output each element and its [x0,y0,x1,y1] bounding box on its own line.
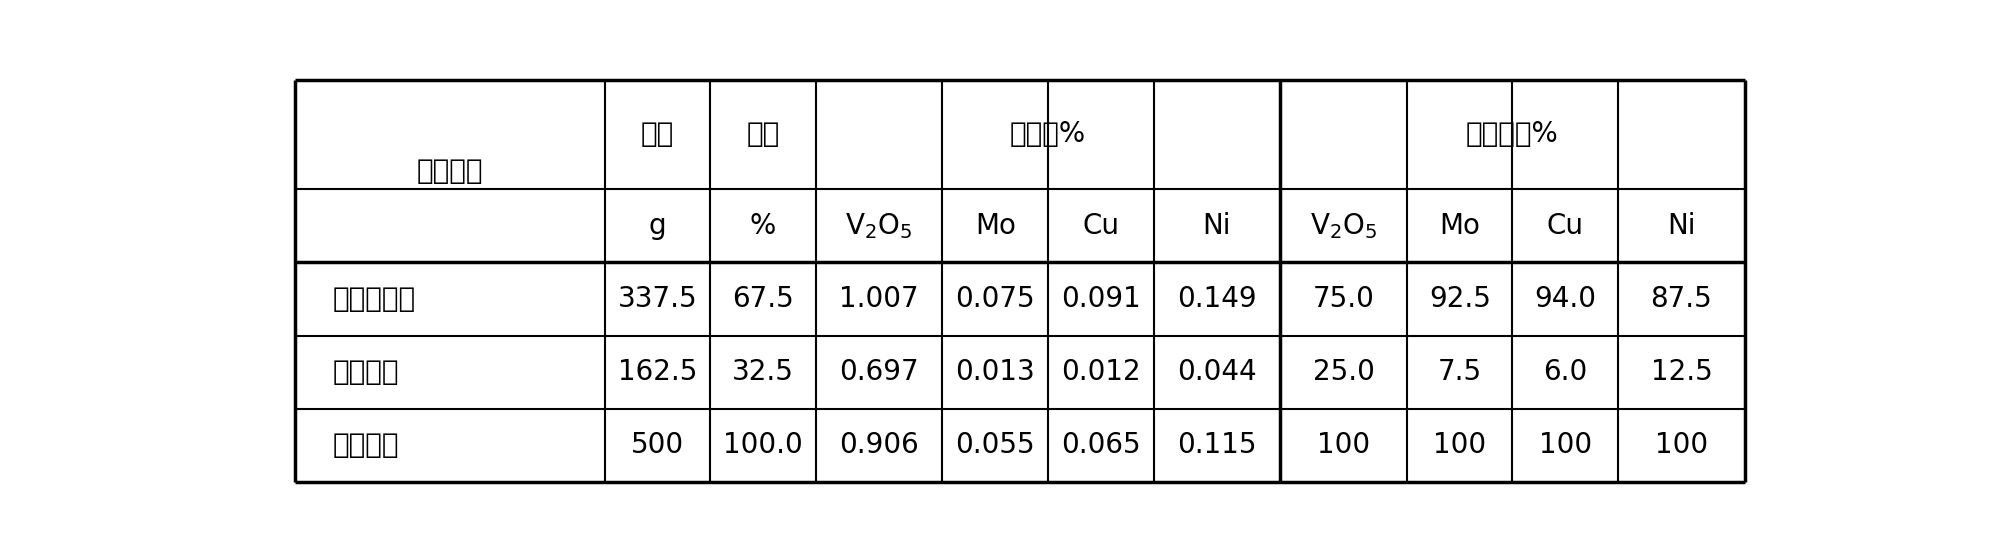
Text: 6.0: 6.0 [1541,358,1587,386]
Text: 产率: 产率 [746,121,780,148]
Text: 92.5: 92.5 [1428,285,1490,313]
Text: 87.5: 87.5 [1649,285,1711,313]
Text: Cu: Cu [1082,212,1118,240]
Text: 0.055: 0.055 [955,431,1034,459]
Text: %: % [750,212,776,240]
Text: 0.065: 0.065 [1060,431,1140,459]
Text: 质量: 质量 [640,121,674,148]
Text: Ni: Ni [1667,212,1695,240]
Text: 产品名称: 产品名称 [416,157,483,185]
Text: 94.0: 94.0 [1534,285,1595,313]
Text: 品位，%: 品位，% [1010,121,1086,148]
Text: 67.5: 67.5 [732,285,794,313]
Text: 25.0: 25.0 [1313,358,1374,386]
Text: 试样原矿: 试样原矿 [332,431,398,459]
Text: $\rm V_2O_5$: $\rm V_2O_5$ [845,211,913,241]
Text: $\rm V_2O_5$: $\rm V_2O_5$ [1309,211,1376,241]
Text: 0.075: 0.075 [955,285,1034,313]
Text: 0.149: 0.149 [1177,285,1257,313]
Text: Mo: Mo [975,212,1014,240]
Text: 回收率，%: 回收率，% [1466,121,1557,148]
Text: 100.0: 100.0 [722,431,802,459]
Text: Cu: Cu [1545,212,1583,240]
Text: 162.5: 162.5 [617,358,696,386]
Text: 0.013: 0.013 [955,358,1034,386]
Text: 500: 500 [631,431,684,459]
Text: 12.5: 12.5 [1649,358,1711,386]
Text: 浮选粗精矿: 浮选粗精矿 [332,285,416,313]
Text: g: g [648,212,666,240]
Text: 0.697: 0.697 [839,358,919,386]
Text: 0.115: 0.115 [1177,431,1255,459]
Text: 100: 100 [1655,431,1707,459]
Text: 7.5: 7.5 [1436,358,1482,386]
Text: 32.5: 32.5 [732,358,794,386]
Text: 75.0: 75.0 [1313,285,1374,313]
Text: 100: 100 [1432,431,1486,459]
Text: 0.044: 0.044 [1177,358,1257,386]
Text: 浮选尾矿: 浮选尾矿 [332,358,398,386]
Text: Ni: Ni [1201,212,1231,240]
Text: 0.906: 0.906 [839,431,919,459]
Text: 337.5: 337.5 [617,285,696,313]
Text: 1.007: 1.007 [839,285,919,313]
Text: Mo: Mo [1438,212,1480,240]
Text: 100: 100 [1537,431,1591,459]
Text: 100: 100 [1317,431,1370,459]
Text: 0.091: 0.091 [1060,285,1140,313]
Text: 0.012: 0.012 [1060,358,1140,386]
